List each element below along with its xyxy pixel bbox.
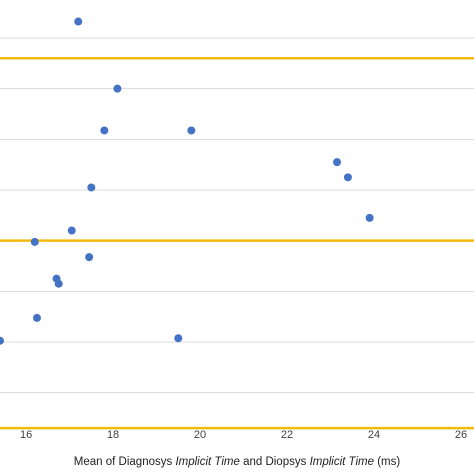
x-tick-label-5: 26: [455, 429, 467, 441]
reference-lines: [0, 57, 474, 430]
data-point-9: [30, 237, 39, 246]
x-tick-labels: 16 18 20 22 24 26: [20, 429, 467, 441]
data-point-6: [87, 183, 96, 192]
x-tick-label-1: 18: [107, 429, 119, 441]
x-axis-label-part-4: (ms): [374, 456, 401, 468]
x-axis-label-part-2: and Diopsys: [239, 456, 310, 468]
x-tick-label-3: 22: [281, 429, 293, 441]
data-points: [0, 17, 374, 345]
gridlines: [0, 37, 474, 394]
data-point-4: [333, 158, 342, 167]
x-tick-label-2: 20: [194, 429, 206, 441]
data-point-8: [67, 226, 76, 235]
data-point-7: [365, 213, 374, 222]
x-axis-label: Mean of Diagnosys Implicit Time and Diop…: [0, 456, 474, 468]
x-tick-label-4: 24: [368, 429, 380, 441]
data-point-14: [0, 336, 4, 345]
data-point-0: [74, 17, 83, 26]
data-point-12: [54, 279, 63, 288]
x-axis-label-part-0: Mean of Diagnosys: [73, 456, 176, 468]
data-point-5: [343, 173, 352, 182]
data-point-3: [187, 126, 196, 135]
data-point-2: [100, 126, 109, 135]
data-point-15: [174, 334, 183, 343]
data-point-1: [113, 84, 122, 93]
x-axis-label-part-1: Implicit Time: [175, 456, 240, 468]
x-tick-label-0: 16: [20, 429, 32, 441]
x-axis-label-part-3: Implicit Time: [309, 456, 374, 468]
data-point-13: [32, 313, 41, 322]
data-point-10: [85, 253, 94, 262]
